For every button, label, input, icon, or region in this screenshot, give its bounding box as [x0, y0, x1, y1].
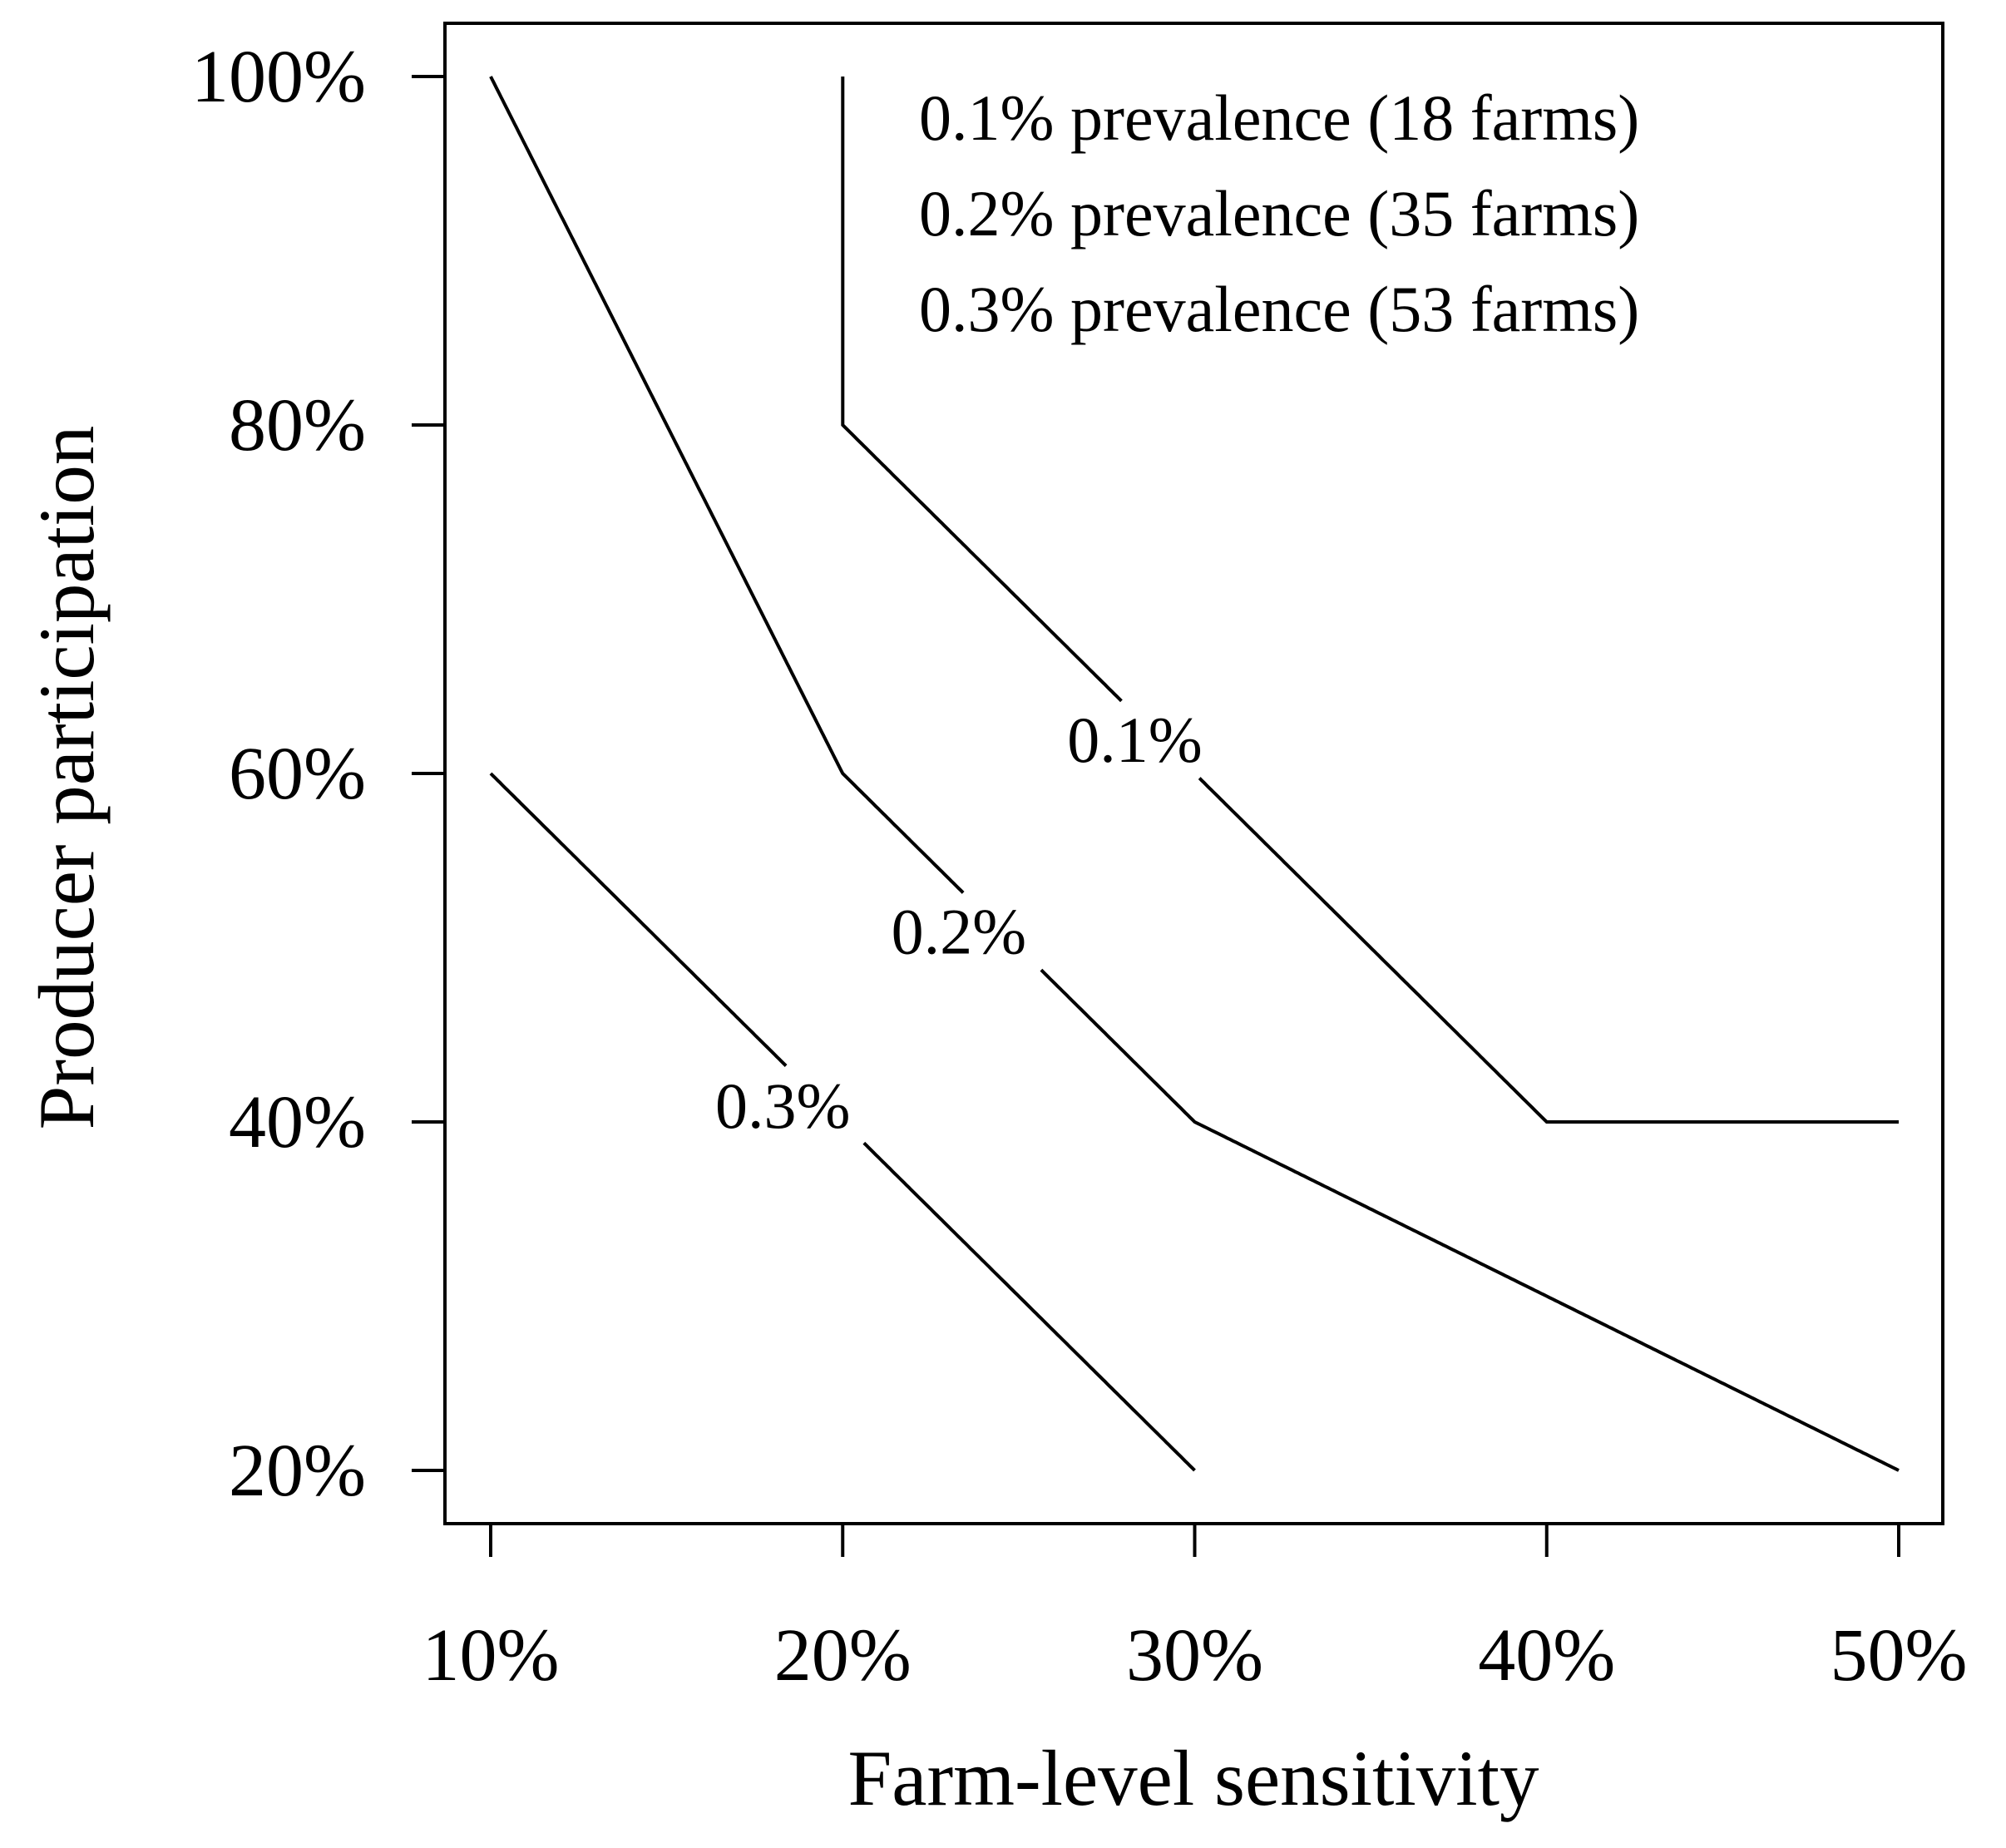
contour-line-0.1% — [1198, 777, 1899, 1124]
contour-line-0.1% — [841, 77, 1123, 703]
contour-label: 0.3% — [715, 1070, 850, 1142]
x-axis-title: Farm-level sensitivity — [847, 1734, 1539, 1822]
legend-entry: 0.3% prevalence (53 farms) — [919, 273, 1639, 345]
legend-entry: 0.2% prevalence (35 farms) — [919, 177, 1639, 250]
contour-label: 0.1% — [1067, 704, 1202, 776]
y-tick-label: 60% — [229, 733, 366, 815]
contour-line-0.3% — [862, 1141, 1196, 1472]
y-axis-title: Producer participation — [22, 426, 111, 1130]
y-tick-label: 20% — [229, 1430, 366, 1512]
contour-lines — [489, 76, 1900, 1472]
contour-line-0.3% — [489, 772, 788, 1067]
contour-line-0.2% — [489, 76, 965, 894]
contour-label: 0.2% — [892, 896, 1026, 968]
legend-entry: 0.1% prevalence (18 farms) — [919, 82, 1639, 154]
x-tick-label: 40% — [1478, 1614, 1615, 1697]
legend: 0.1% prevalence (18 farms) 0.2% prevalenc… — [919, 82, 1639, 345]
x-tick-label: 30% — [1126, 1614, 1263, 1697]
x-tick-label: 10% — [422, 1614, 560, 1697]
y-tick-label: 80% — [229, 384, 366, 467]
contour-labels: 0.1% 0.2% 0.3% — [715, 704, 1203, 1142]
x-axis: 10% 20% 30% 40% 50% — [422, 1522, 1968, 1697]
contour-line-0.2% — [1040, 968, 1900, 1472]
x-tick-label: 20% — [774, 1614, 912, 1697]
y-tick-label: 40% — [229, 1081, 366, 1164]
y-tick-label: 100% — [191, 36, 366, 118]
y-axis: 20% 40% 60% 80% 100% — [191, 36, 447, 1512]
x-tick-label: 50% — [1831, 1614, 1968, 1697]
